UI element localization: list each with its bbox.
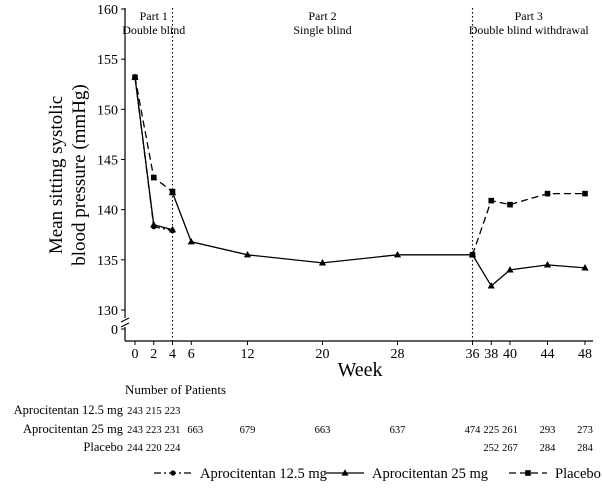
- y-tick-label: 130: [97, 304, 118, 319]
- x-tick-label: 48: [578, 347, 592, 362]
- data-point: [488, 197, 495, 204]
- y-tick-label: 145: [97, 154, 118, 169]
- data-point: [469, 252, 476, 258]
- patients-cell: 284: [540, 443, 557, 454]
- legend-marker: [170, 470, 176, 476]
- legend-label: Aprocitentan 25 mg: [372, 466, 488, 482]
- patients-cell: 293: [540, 425, 556, 436]
- series-2: [131, 73, 589, 289]
- data-point: [581, 264, 589, 271]
- patients-cell: 215: [146, 406, 162, 417]
- legend-label: Placebo: [555, 466, 601, 482]
- y-axis-break-mark-2: [120, 322, 130, 328]
- y-tick-label: 135: [97, 254, 118, 269]
- x-tick-label: 4: [169, 347, 176, 362]
- y-axis-title-line: Mean sitting systolic: [46, 96, 67, 254]
- series-1: [132, 74, 176, 234]
- patients-row-label: Aprocitentan 12.5 mg: [14, 403, 124, 417]
- patients-cell: 224: [165, 443, 182, 454]
- x-tick-label: 6: [188, 347, 195, 362]
- data-point: [169, 188, 176, 195]
- data-point: [582, 190, 588, 197]
- part-3-subtitle: Double blind withdrawal: [469, 23, 590, 37]
- patients-cell: 244: [127, 443, 144, 454]
- x-tick-label: 28: [391, 347, 405, 362]
- data-point: [132, 74, 138, 81]
- x-tick-label: 36: [466, 347, 480, 362]
- x-tick-label: 0: [132, 347, 139, 362]
- patients-cell: 252: [483, 443, 499, 454]
- x-tick-label: 20: [316, 347, 330, 362]
- data-point: [150, 174, 157, 181]
- x-tick-label: 38: [484, 347, 498, 362]
- part-3-title: Part 3: [515, 9, 543, 23]
- data-point: [506, 266, 514, 273]
- data-point: [487, 282, 495, 289]
- data-point: [543, 261, 552, 268]
- y-tick-label: 155: [97, 53, 118, 68]
- patients-cell: 637: [390, 425, 406, 436]
- part-1-subtitle: Double blind: [122, 23, 185, 37]
- series-line: [134, 77, 173, 232]
- patients-row-label: Placebo: [83, 440, 123, 454]
- x-axis-title: Week: [337, 359, 382, 381]
- y-tick-label-zero: 0: [111, 323, 118, 338]
- data-point: [393, 251, 402, 258]
- data-point: [318, 259, 327, 266]
- x-tick-label: 2: [150, 347, 157, 362]
- data-point: [150, 220, 158, 228]
- part-1-title: Part 1: [140, 9, 168, 23]
- part-2-title: Part 2: [308, 9, 336, 23]
- x-tick-label: 44: [541, 347, 555, 362]
- series-group: [131, 73, 589, 289]
- patients-cell: 663: [315, 425, 331, 436]
- patients-cell: 231: [165, 425, 181, 436]
- y-tick-label: 140: [97, 204, 118, 219]
- series-3: [132, 74, 588, 258]
- patients-cell: 220: [146, 443, 162, 454]
- series-line: [134, 77, 173, 231]
- patients-cell: 261: [502, 425, 518, 436]
- series-line: [471, 192, 585, 256]
- data-point: [187, 237, 195, 245]
- patients-cell: 243: [127, 406, 143, 417]
- y-axis-break-mark-1: [120, 317, 130, 323]
- patients-cell: 679: [240, 425, 256, 436]
- y-axis-title: Mean sitting systolic blood pressure (mmH…: [46, 84, 90, 266]
- patients-row-label: Aprocitentan 25 mg: [23, 422, 124, 436]
- patients-cell: 273: [577, 425, 593, 436]
- y-tick-label: 160: [97, 3, 118, 18]
- x-tick-label: 40: [503, 347, 517, 362]
- y-tick-label: 150: [97, 103, 118, 118]
- legend-label: Aprocitentan 12.5 mg: [200, 466, 327, 482]
- data-point: [507, 201, 513, 208]
- series-line: [134, 77, 173, 193]
- patients-cell: 267: [502, 443, 518, 454]
- legend-marker: [341, 469, 349, 476]
- legend: Aprocitentan 12.5 mg Aprocitentan 25 mg Pl…: [154, 466, 601, 482]
- patients-cell: 474: [465, 425, 482, 436]
- patients-cell: 223: [146, 425, 162, 436]
- patients-cell: 284: [577, 443, 594, 454]
- data-point: [544, 190, 551, 197]
- x-tick-label: 12: [241, 347, 255, 362]
- legend-marker: [525, 470, 531, 476]
- patients-cell: 225: [483, 425, 499, 436]
- patients-cell: 243: [127, 425, 143, 436]
- data-point: [168, 225, 177, 233]
- patients-cell: 663: [187, 425, 203, 436]
- part-2-subtitle: Single blind: [293, 23, 351, 37]
- series-line: [171, 192, 586, 287]
- patients-table-title: Number of Patients: [125, 382, 226, 397]
- y-axis-title-line: blood pressure (mmHg): [69, 84, 90, 266]
- patients-cell: 223: [165, 406, 181, 417]
- data-point: [243, 251, 252, 258]
